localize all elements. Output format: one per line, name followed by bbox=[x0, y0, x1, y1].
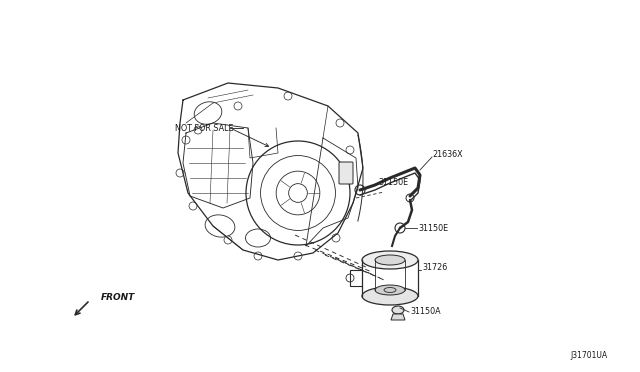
FancyBboxPatch shape bbox=[339, 162, 353, 184]
Circle shape bbox=[284, 92, 292, 100]
Text: 31150E: 31150E bbox=[418, 224, 448, 232]
Text: J31701UA: J31701UA bbox=[570, 350, 607, 359]
Ellipse shape bbox=[375, 255, 405, 265]
Text: FRONT: FRONT bbox=[101, 294, 135, 302]
Ellipse shape bbox=[375, 285, 405, 295]
Ellipse shape bbox=[384, 288, 396, 292]
Circle shape bbox=[189, 202, 197, 210]
Circle shape bbox=[194, 126, 202, 134]
Circle shape bbox=[234, 102, 242, 110]
Text: 21636X: 21636X bbox=[432, 150, 463, 158]
Circle shape bbox=[406, 194, 414, 202]
Ellipse shape bbox=[362, 287, 418, 305]
Circle shape bbox=[346, 274, 354, 282]
Circle shape bbox=[294, 252, 302, 260]
Circle shape bbox=[346, 146, 354, 154]
Circle shape bbox=[182, 136, 190, 144]
Circle shape bbox=[336, 119, 344, 127]
Text: 31726: 31726 bbox=[422, 263, 447, 273]
Circle shape bbox=[332, 234, 340, 242]
Ellipse shape bbox=[392, 306, 404, 314]
Ellipse shape bbox=[362, 251, 418, 269]
Circle shape bbox=[395, 223, 405, 233]
Circle shape bbox=[254, 252, 262, 260]
Circle shape bbox=[355, 185, 365, 195]
Polygon shape bbox=[391, 314, 405, 320]
Text: 31150E: 31150E bbox=[378, 177, 408, 186]
Circle shape bbox=[176, 169, 184, 177]
Text: NOT FOR SALE: NOT FOR SALE bbox=[175, 124, 234, 132]
Text: 31150A: 31150A bbox=[410, 308, 440, 317]
Circle shape bbox=[224, 236, 232, 244]
